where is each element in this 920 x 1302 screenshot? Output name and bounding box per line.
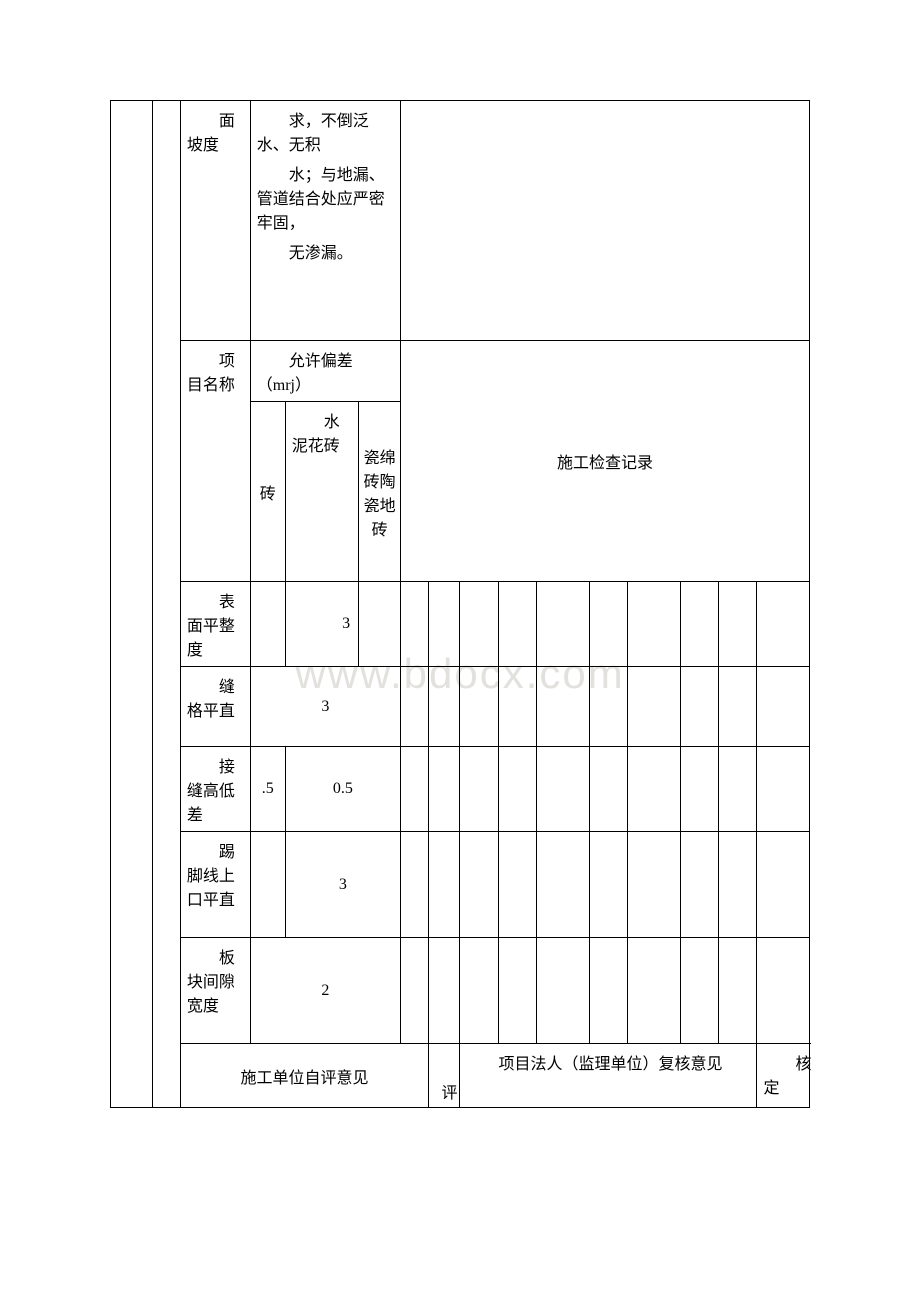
cell-flatness: 表面平整度 — [180, 582, 250, 667]
cell-r — [429, 832, 460, 938]
cell-r — [460, 832, 498, 938]
cell-tolerance: 允许偏差（mrj） — [250, 341, 400, 402]
form-table: 面坡度 求，不倒泛水、无积 水；与地漏、管道结合处应严密牢固， 无渗漏。 项目名… — [110, 100, 810, 1108]
cell-r — [537, 747, 589, 832]
cell-seam-straight: 缝格平直 — [180, 667, 250, 747]
cell-r — [537, 582, 589, 667]
cell-v1: 2 — [250, 938, 400, 1044]
cell-r — [401, 938, 429, 1044]
cell-r — [589, 938, 627, 1044]
table-row: 缝格平直 3 — [111, 667, 810, 747]
cell-r — [429, 667, 460, 747]
cell-r — [498, 938, 536, 1044]
cell-r — [680, 938, 718, 1044]
cell-r — [498, 747, 536, 832]
cell-left-margin — [111, 101, 153, 1108]
cell-r — [680, 832, 718, 938]
cell-section — [152, 101, 180, 1108]
cell-requirement: 求，不倒泛水、无积 水；与地漏、管道结合处应严密牢固， 无渗漏。 — [250, 101, 400, 341]
req-p2: 水；与地漏、管道结合处应严密牢固， — [257, 161, 394, 233]
cell-r — [589, 582, 627, 667]
cell-r — [537, 667, 589, 747]
cell-ceramic-tile: 瓷绵砖陶瓷地砖 — [359, 402, 401, 582]
cell-empty — [401, 101, 810, 341]
cell-supervisor: 项目法人（监理单位）复核意见 — [460, 1044, 757, 1108]
cell-r — [757, 832, 809, 938]
cell-r — [401, 747, 429, 832]
cell-r — [628, 832, 680, 938]
cell-r — [498, 832, 536, 938]
table-row: 板块间隙宽度 2 — [111, 938, 810, 1044]
cell-r — [757, 938, 809, 1044]
req-p1: 求，不倒泛水、无积 — [257, 107, 394, 155]
cell-slope: 面坡度 — [180, 101, 250, 341]
document-content: 面坡度 求，不倒泛水、无积 水；与地漏、管道结合处应严密牢固， 无渗漏。 项目名… — [110, 100, 810, 1108]
cell-r — [589, 747, 627, 832]
table-row-footer: 施工单位自评意见 评 项目法人（监理单位）复核意见 核定 — [111, 1044, 810, 1108]
cell-r — [498, 582, 536, 667]
cell-r — [719, 832, 757, 938]
table-row: 表面平整度 3 — [111, 582, 810, 667]
cell-gap-width: 板块间隙宽度 — [180, 938, 250, 1044]
cell-eval-char: 评 — [429, 1044, 460, 1108]
cell-v2: 0.5 — [285, 747, 400, 832]
cell-record-header: 施工检查记录 — [401, 341, 810, 582]
req-p3: 无渗漏。 — [257, 239, 394, 263]
cell-v2: 3 — [285, 582, 358, 667]
table-row: 踢脚线上口平直 3 — [111, 832, 810, 938]
cell-v1: .5 — [250, 747, 285, 832]
cell-cement-tile: 水泥花砖 — [285, 402, 358, 582]
cell-r — [537, 938, 589, 1044]
cell-self-eval: 施工单位自评意见 — [180, 1044, 428, 1108]
cell-r — [401, 832, 429, 938]
cell-r — [680, 747, 718, 832]
cell-r — [460, 938, 498, 1044]
cell-brick: 砖 — [250, 402, 285, 582]
cell-r — [719, 582, 757, 667]
table-row: 面坡度 求，不倒泛水、无积 水；与地漏、管道结合处应严密牢固， 无渗漏。 — [111, 101, 810, 341]
cell-r — [628, 582, 680, 667]
cell-r — [589, 667, 627, 747]
cell-r — [460, 747, 498, 832]
cell-v1 — [250, 582, 285, 667]
cell-r — [680, 582, 718, 667]
cell-approve: 核定 — [757, 1044, 810, 1108]
cell-r — [429, 582, 460, 667]
cell-r — [757, 582, 809, 667]
cell-r — [719, 667, 757, 747]
cell-r — [460, 667, 498, 747]
cell-r — [460, 582, 498, 667]
cell-r — [537, 832, 589, 938]
table-row: 项目名称 允许偏差（mrj） 施工检查记录 — [111, 341, 810, 402]
cell-r — [719, 938, 757, 1044]
cell-r — [628, 938, 680, 1044]
cell-r — [401, 667, 429, 747]
cell-joint-diff: 接缝高低差 — [180, 747, 250, 832]
cell-v3 — [359, 582, 401, 667]
cell-v1 — [250, 832, 285, 938]
cell-r — [757, 667, 809, 747]
cell-r — [589, 832, 627, 938]
cell-r — [498, 667, 536, 747]
cell-r — [628, 747, 680, 832]
cell-r — [401, 582, 429, 667]
cell-r — [429, 747, 460, 832]
cell-v2: 3 — [285, 832, 400, 938]
cell-v1: 3 — [250, 667, 400, 747]
cell-r — [680, 667, 718, 747]
cell-r — [719, 747, 757, 832]
cell-skirting: 踢脚线上口平直 — [180, 832, 250, 938]
cell-item-name: 项目名称 — [180, 341, 250, 582]
cell-r — [628, 667, 680, 747]
cell-r — [429, 938, 460, 1044]
table-row: 接缝高低差 .5 0.5 — [111, 747, 810, 832]
cell-r — [757, 747, 809, 832]
